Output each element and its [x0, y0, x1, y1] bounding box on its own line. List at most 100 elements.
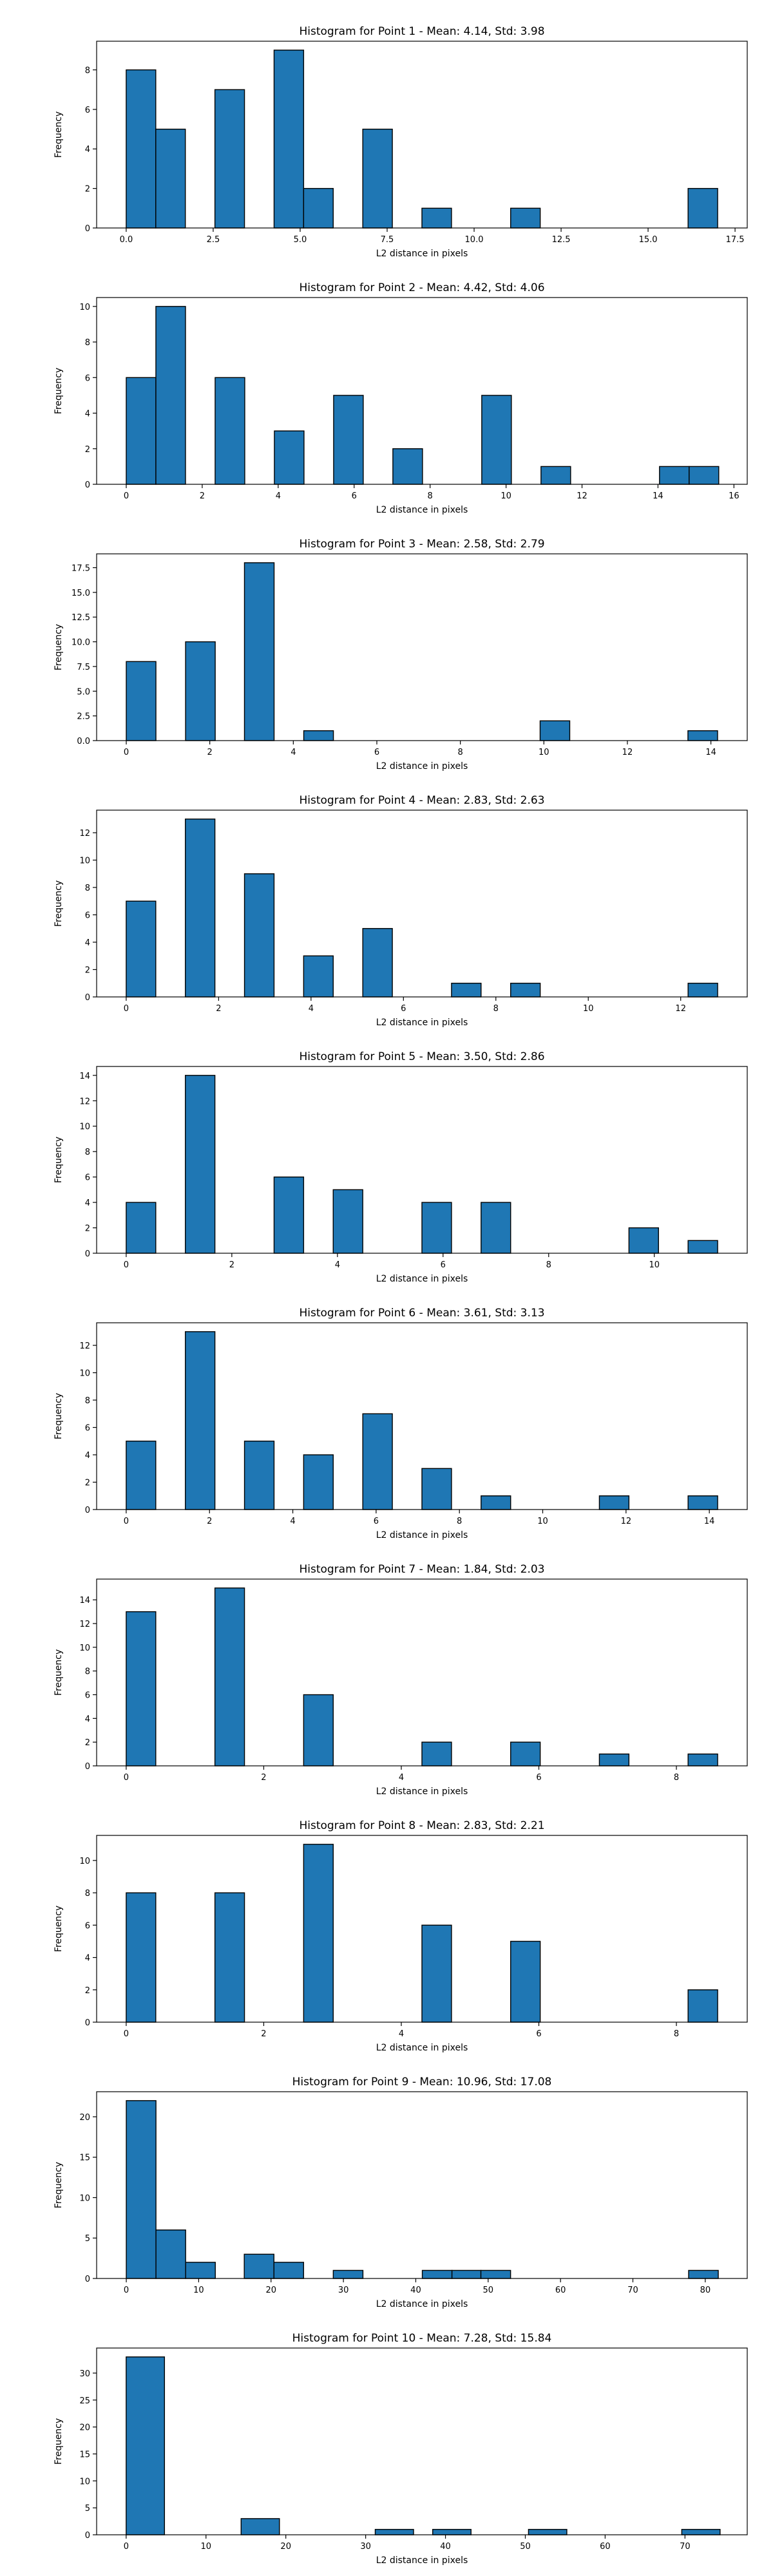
x-tick-label: 80 [700, 2286, 711, 2295]
histogram-bar [421, 1741, 452, 1766]
x-tick-label: 8 [546, 1260, 551, 1270]
y-tick-label: 4 [85, 145, 90, 155]
x-tick-label: 16 [729, 491, 740, 501]
histogram-panel-1: Histogram for Point 1 - Mean: 4.14, Std:… [53, 25, 748, 259]
y-tick-label: 4 [85, 938, 90, 948]
y-axis-label-9: Frequency [53, 2162, 64, 2208]
y-tick-label: 30 [79, 2369, 90, 2379]
y-axis-label-6: Frequency [53, 1393, 64, 1439]
y-tick-label: 5 [85, 2504, 90, 2514]
histogram-bar [303, 187, 334, 229]
x-axis-label-10: L2 distance in pixels [376, 2555, 468, 2566]
y-tick-label: 10 [79, 1643, 90, 1653]
axes-frame-2 [96, 297, 748, 485]
y-tick-label: 12 [79, 1620, 90, 1629]
x-tick-label: 15.0 [639, 235, 658, 245]
y-tick-label: 4 [85, 410, 90, 419]
x-tick-label: 0 [124, 491, 129, 501]
y-tick-label: 6 [85, 1921, 90, 1931]
histogram-bar [451, 983, 482, 998]
histogram-bar [155, 2229, 186, 2279]
y-tick-label: 10 [79, 1857, 90, 1866]
chart-title-2: Histogram for Point 2 - Mean: 4.42, Std:… [299, 281, 544, 294]
histogram-panel-5: Histogram for Point 5 - Mean: 3.50, Std:… [53, 1050, 748, 1284]
bars-7 [126, 1587, 718, 1766]
chart-title-1: Histogram for Point 1 - Mean: 4.14, Std:… [299, 25, 544, 38]
axes-frame-1 [96, 41, 748, 229]
y-tick-label: 10 [79, 857, 90, 866]
histogram-bar [481, 1495, 511, 1510]
x-axis-label-7: L2 distance in pixels [376, 1786, 468, 1797]
x-tick-label: 8 [457, 748, 463, 757]
x-tick-label: 4 [276, 491, 281, 501]
histogram-bar [687, 1989, 718, 2023]
y-tick-label: 5 [85, 2234, 90, 2244]
x-tick-label: 70 [680, 2542, 691, 2552]
x-tick-label: 10 [201, 2542, 212, 2552]
y-tick-label: 0 [85, 1249, 90, 1259]
x-tick-label: 6 [536, 2029, 541, 2039]
histogram-panel-6: Histogram for Point 6 - Mean: 3.61, Std:… [53, 1307, 748, 1540]
histogram-bar [243, 562, 275, 741]
x-tick-label: 2 [216, 1004, 221, 1014]
y-tick-label: 0 [85, 993, 90, 1003]
y-axis-label-2: Frequency [53, 368, 64, 414]
histogram-bar [687, 187, 718, 229]
x-tick-label: 4 [399, 2029, 404, 2039]
y-tick-label: 10.0 [72, 638, 90, 648]
histogram-bar [243, 873, 275, 998]
x-tick-label: 10 [501, 491, 511, 501]
y-tick-label: 10 [79, 2193, 90, 2203]
histogram-bar [362, 128, 393, 229]
bars-1 [126, 50, 718, 229]
x-tick-label: 5.0 [294, 235, 307, 245]
x-tick-label: 17.5 [726, 235, 745, 245]
x-tick-label: 14 [704, 1517, 715, 1526]
x-tick-label: 10 [649, 1260, 660, 1270]
y-tick-label: 4 [85, 1451, 90, 1461]
chart-title-5: Histogram for Point 5 - Mean: 3.50, Std:… [299, 1050, 544, 1063]
y-tick-label: 12.5 [72, 613, 90, 623]
y-tick-label: 0 [85, 1506, 90, 1515]
bars-5 [126, 1075, 718, 1254]
y-tick-label: 8 [85, 1667, 90, 1677]
y-axis-label-8: Frequency [53, 1906, 64, 1952]
histogram-bar [510, 207, 541, 229]
x-tick-label: 20 [280, 2542, 291, 2552]
y-tick-label: 4 [85, 1954, 90, 1964]
x-tick-label: 2 [200, 491, 205, 501]
histogram-bar [687, 983, 718, 998]
x-tick-label: 70 [627, 2286, 638, 2295]
axes-frame-8 [96, 1835, 748, 2023]
histogram-bar [432, 2528, 472, 2535]
x-axis-label-2: L2 distance in pixels [376, 505, 468, 515]
x-tick-label: 6 [401, 1004, 406, 1014]
bars-9 [126, 2100, 719, 2279]
y-axis-label-10: Frequency [53, 2418, 64, 2465]
histogram-bar [155, 306, 186, 485]
histogram-bar [481, 395, 512, 485]
x-axis-label-1: L2 distance in pixels [376, 249, 468, 259]
x-tick-label: 6 [441, 1260, 446, 1270]
histogram-bar [126, 900, 157, 998]
histogram-bar [688, 2269, 719, 2279]
x-tick-label: 0 [124, 748, 129, 757]
histogram-bar [333, 395, 364, 485]
x-axis-label-9: L2 distance in pixels [376, 2299, 468, 2309]
axes-frame-4 [96, 810, 748, 998]
histogram-bar [451, 2269, 482, 2279]
x-tick-label: 2 [261, 1773, 266, 1783]
y-tick-label: 12 [79, 1341, 90, 1351]
y-tick-label: 6 [85, 374, 90, 383]
histogram-bar [126, 69, 157, 229]
x-tick-label: 12 [675, 1004, 686, 1014]
y-tick-label: 14 [79, 1596, 90, 1605]
histogram-bar [303, 1454, 334, 1510]
histogram-bar [362, 928, 393, 998]
y-tick-label: 4 [85, 1198, 90, 1208]
y-tick-label: 12 [79, 829, 90, 838]
histogram-bar [126, 2100, 157, 2279]
histogram-panel-4: Histogram for Point 4 - Mean: 2.83, Std:… [53, 794, 748, 1028]
y-tick-label: 2 [85, 966, 90, 976]
